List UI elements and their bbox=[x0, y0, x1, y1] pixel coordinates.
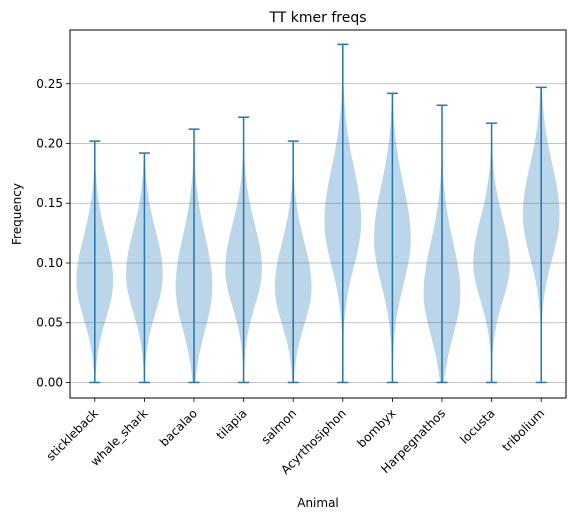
x-axis-label: Animal bbox=[297, 496, 339, 510]
y-gridlines bbox=[70, 83, 566, 383]
y-tick-label: 0.10 bbox=[36, 256, 63, 270]
y-tick-label: 0.20 bbox=[36, 137, 63, 151]
violin-bodies bbox=[76, 43, 560, 384]
y-tick-label: 0.00 bbox=[36, 375, 63, 389]
y-tick-label: 0.05 bbox=[36, 316, 63, 330]
plot-area-frame bbox=[69, 29, 567, 399]
y-tick-label: 0.15 bbox=[36, 196, 63, 210]
chart-title: TT kmer freqs bbox=[268, 10, 366, 26]
y-axis-label: Frequency bbox=[10, 183, 24, 245]
y-tick-label: 0.25 bbox=[36, 77, 63, 91]
